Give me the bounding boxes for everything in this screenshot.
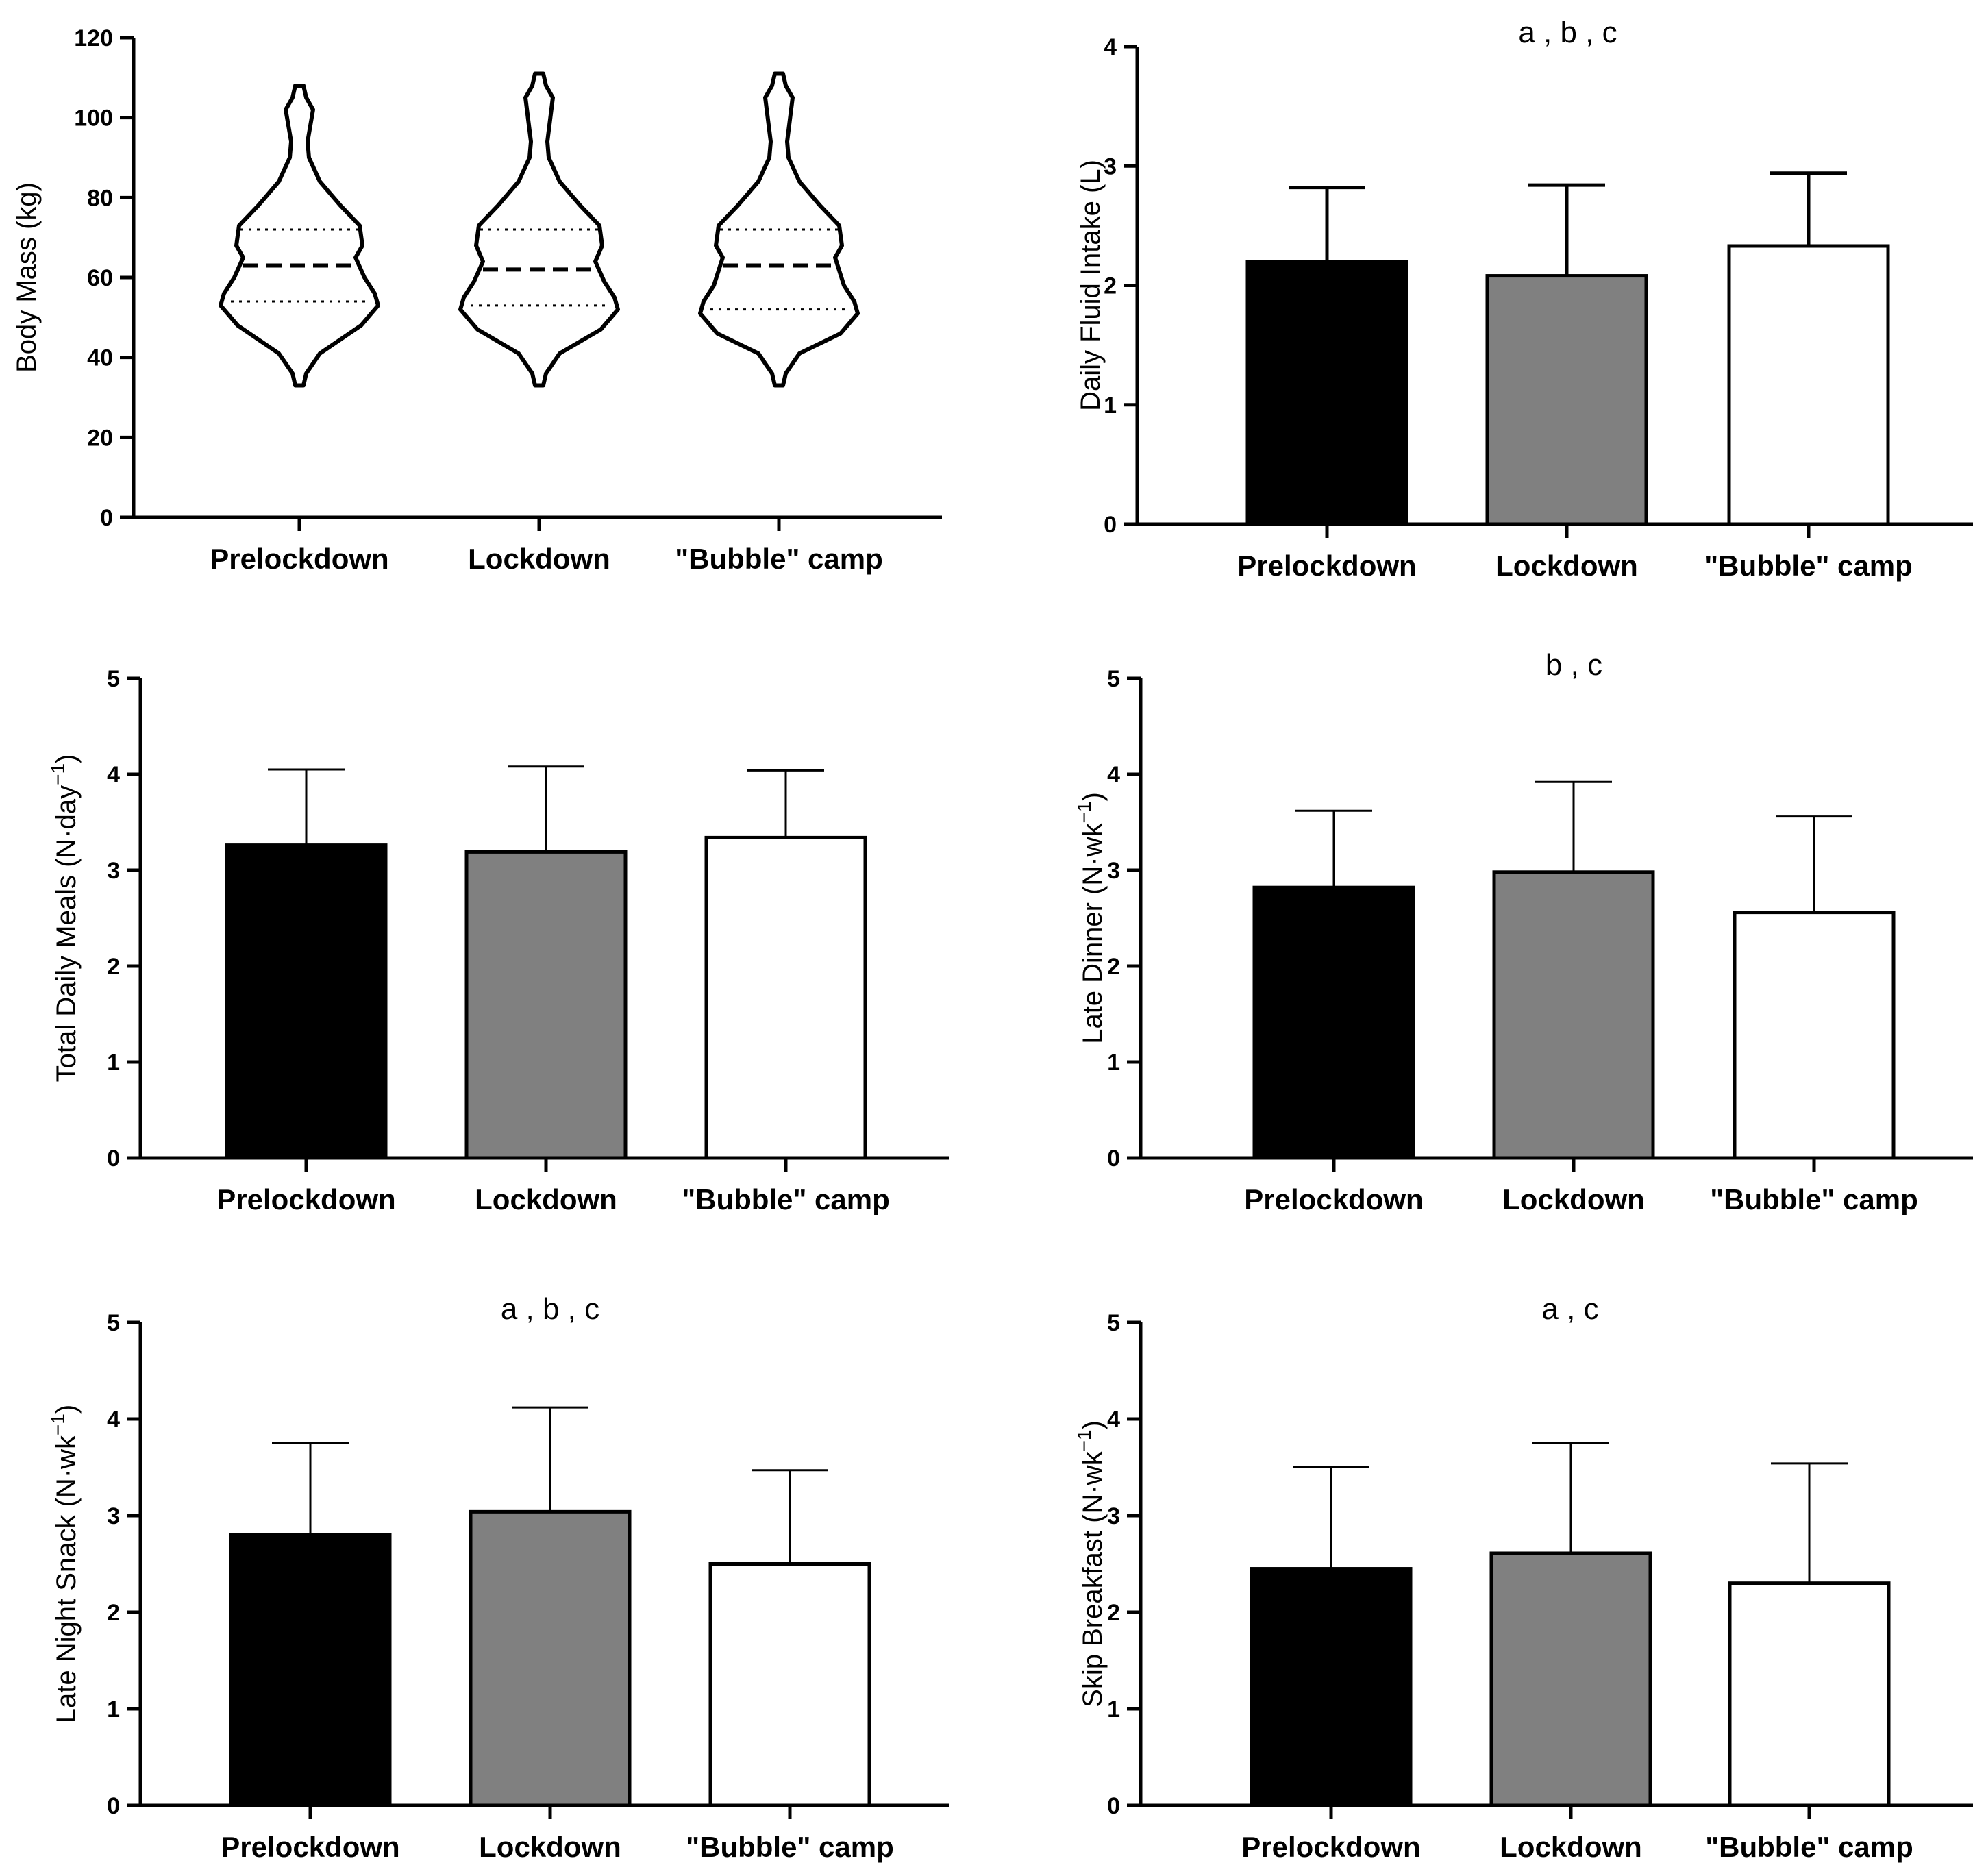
x-tick-label: "Bubble" camp	[1704, 550, 1913, 582]
y-tick-label: 4	[1107, 1407, 1120, 1433]
y-tick-label: 0	[100, 505, 113, 531]
y-tick-label: 60	[87, 265, 113, 291]
x-tick-label: Lockdown	[468, 543, 610, 575]
bar	[1485, 274, 1648, 526]
y-tick-label: 1	[107, 1696, 120, 1723]
x-tick-label: "Bubble" camp	[686, 1831, 894, 1863]
y-axis-title: Late Night Snack (N·wk−1)	[47, 1405, 82, 1723]
y-tick-label: 80	[87, 185, 113, 211]
panel-5: 0 1 2 3 4 5 Prelockdown Lockdown "Bubble" camp La…	[47, 1292, 949, 1863]
y-axis-title: Daily Fluid Intake (L)	[1076, 160, 1106, 411]
y-tick-label: 5	[107, 666, 120, 692]
x-tick-label: "Bubble" camp	[1705, 1831, 1913, 1863]
bar	[1252, 885, 1415, 1160]
panel-2: 0 1 2 3 4 Prelockdown Lockdown "Bubble" camp Dai…	[1076, 16, 1973, 582]
y-tick-label: 100	[74, 106, 113, 132]
significance-annotation: a , b , c	[501, 1292, 599, 1326]
x-tick-label: "Bubble" camp	[1710, 1183, 1918, 1215]
bar	[229, 1533, 392, 1807]
y-tick-label: 2	[1107, 1600, 1120, 1626]
y-tick-label: 3	[1107, 1503, 1120, 1529]
y-tick-label: 1	[1104, 393, 1117, 419]
x-tick-label: Lockdown	[1500, 1831, 1642, 1863]
bar	[1250, 1567, 1413, 1807]
y-tick-label: 20	[87, 425, 113, 451]
x-tick-label: Prelockdown	[1244, 1183, 1423, 1215]
x-tick-label: Prelockdown	[210, 543, 388, 575]
x-tick-label: Prelockdown	[216, 1183, 395, 1215]
significance-annotation: a , b , c	[1518, 16, 1617, 49]
violin	[458, 71, 620, 388]
bar	[1489, 1551, 1652, 1807]
y-tick-label: 3	[107, 858, 120, 884]
y-tick-label: 5	[1107, 1310, 1120, 1336]
y-tick-label: 4	[1107, 762, 1120, 788]
y-axis-title: Total Daily Meals (N·day−1)	[47, 754, 82, 1083]
panel-3: 0 1 2 3 4 5 Prelockdown Lockdown "Bubble" camp To…	[47, 666, 949, 1215]
bar	[1727, 244, 1890, 526]
bar	[464, 850, 628, 1160]
y-tick-label: 2	[107, 1600, 120, 1626]
x-tick-label: "Bubble" camp	[675, 543, 883, 575]
bar	[1492, 870, 1655, 1160]
panel-4: 0 1 2 3 4 5 Prelockdown Lockdown "Bubble" camp La…	[1073, 648, 1973, 1215]
y-tick-label: 0	[1107, 1793, 1120, 1819]
bar	[1245, 260, 1408, 526]
x-tick-label: Lockdown	[1502, 1183, 1645, 1215]
y-tick-label: 1	[107, 1050, 120, 1076]
significance-annotation: a , c	[1541, 1292, 1598, 1326]
y-axis-title: Late Dinner (N·wk−1)	[1073, 792, 1108, 1044]
bar	[1733, 911, 1896, 1160]
bar	[1728, 1581, 1891, 1807]
y-tick-label: 2	[1107, 954, 1120, 980]
y-tick-label: 0	[107, 1146, 120, 1172]
bar	[704, 835, 867, 1160]
bar	[708, 1562, 871, 1807]
y-tick-label: 2	[107, 954, 120, 980]
x-tick-label: Lockdown	[479, 1831, 621, 1863]
y-tick-label: 1	[1107, 1050, 1120, 1076]
y-tick-label: 5	[1107, 666, 1120, 692]
panel-1: 0 20 40 60 80 100 120 Prelockdown Lockdown "Bubbl…	[12, 25, 942, 575]
x-tick-label: Lockdown	[475, 1183, 617, 1215]
x-tick-label: Prelockdown	[1237, 550, 1416, 582]
y-tick-label: 120	[74, 25, 113, 51]
significance-annotation: b , c	[1546, 648, 1602, 682]
y-axis-title: Body Mass (kg)	[12, 182, 42, 373]
y-tick-label: 3	[1104, 153, 1117, 180]
y-axis-title: Skip Breakfast (N·wk−1)	[1073, 1420, 1108, 1707]
y-tick-label: 3	[1107, 858, 1120, 884]
y-tick-label: 0	[107, 1793, 120, 1819]
y-tick-label: 2	[1104, 273, 1117, 299]
y-tick-label: 4	[107, 762, 120, 788]
bar	[469, 1509, 632, 1807]
y-tick-label: 0	[1104, 512, 1117, 538]
violin	[698, 71, 860, 388]
y-tick-label: 0	[1107, 1146, 1120, 1172]
y-tick-label: 1	[1107, 1696, 1120, 1723]
x-tick-label: Prelockdown	[221, 1831, 399, 1863]
y-tick-label: 3	[107, 1503, 120, 1529]
y-tick-label: 40	[87, 345, 113, 371]
y-tick-label: 4	[1104, 34, 1117, 60]
x-tick-label: "Bubble" camp	[682, 1183, 890, 1215]
x-tick-label: Lockdown	[1495, 550, 1638, 582]
y-tick-label: 5	[107, 1310, 120, 1336]
x-tick-label: Prelockdown	[1241, 1831, 1420, 1863]
panel-6: 0 1 2 3 4 5 Prelockdown Lockdown "Bubble" camp Sk…	[1073, 1292, 1973, 1863]
bar	[225, 843, 388, 1160]
y-tick-label: 4	[107, 1407, 120, 1433]
violin	[219, 84, 380, 388]
